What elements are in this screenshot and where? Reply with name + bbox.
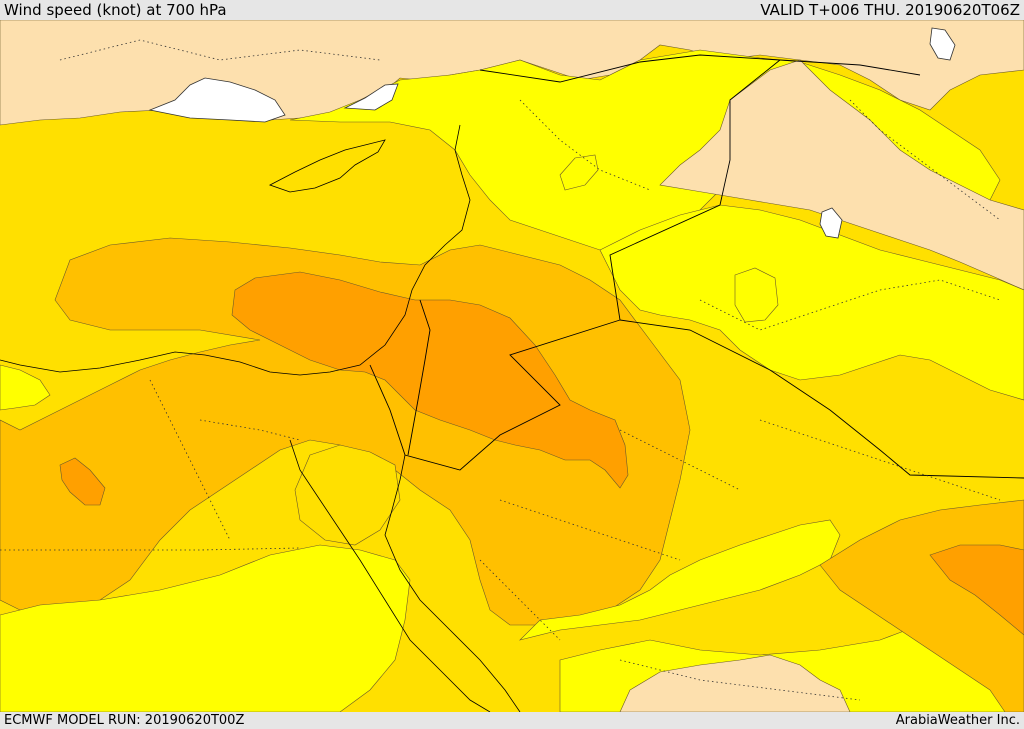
wind-band-yellow-sinai xyxy=(294,444,401,546)
dotted-borders xyxy=(0,39,1001,701)
valid-time: VALID T+006 THU. 20190620T06Z xyxy=(760,1,1020,19)
wind-band-peach-east xyxy=(659,59,1024,291)
wind-band-yellow-patch-2 xyxy=(559,154,599,191)
border-line xyxy=(369,59,781,471)
map-footer: ECMWF MODEL RUN: 20190620T00Z ArabiaWeat… xyxy=(0,712,1024,729)
sea-white-patch-2 xyxy=(343,83,399,111)
wind-band-yellow-east xyxy=(599,204,1024,401)
wind-band-orange-west xyxy=(59,457,106,506)
wind-band-yellow-patch xyxy=(734,267,779,323)
lake-outline-2 xyxy=(929,27,956,61)
wind-speed-map xyxy=(0,20,1024,712)
credit: ArabiaWeather Inc. xyxy=(895,713,1020,728)
lake-outline xyxy=(819,207,843,239)
border-line-2 xyxy=(619,319,1024,479)
coastline-red-sea-east xyxy=(384,454,521,712)
map-title: Wind speed (knot) at 700 hPa xyxy=(4,1,227,19)
wind-band-orange-southeast xyxy=(929,544,1024,636)
coastline-red-sea xyxy=(289,439,491,712)
border-line-3 xyxy=(479,54,921,83)
wind-band-orange-core xyxy=(231,271,629,489)
wind-band-yellow-south xyxy=(0,544,411,712)
wind-band-yellow-southeast xyxy=(519,519,841,641)
cyprus-outline xyxy=(268,139,386,193)
wind-band-peach-south xyxy=(619,654,851,712)
coastline-levant xyxy=(0,124,471,376)
map-header: Wind speed (knot) at 700 hPa VALID T+006… xyxy=(0,0,1024,20)
border-line-jordan xyxy=(407,299,431,456)
model-run: ECMWF MODEL RUN: 20190620T00Z xyxy=(4,713,245,728)
sea-white-patch xyxy=(148,77,286,123)
wind-band-yellow-west xyxy=(0,364,51,411)
